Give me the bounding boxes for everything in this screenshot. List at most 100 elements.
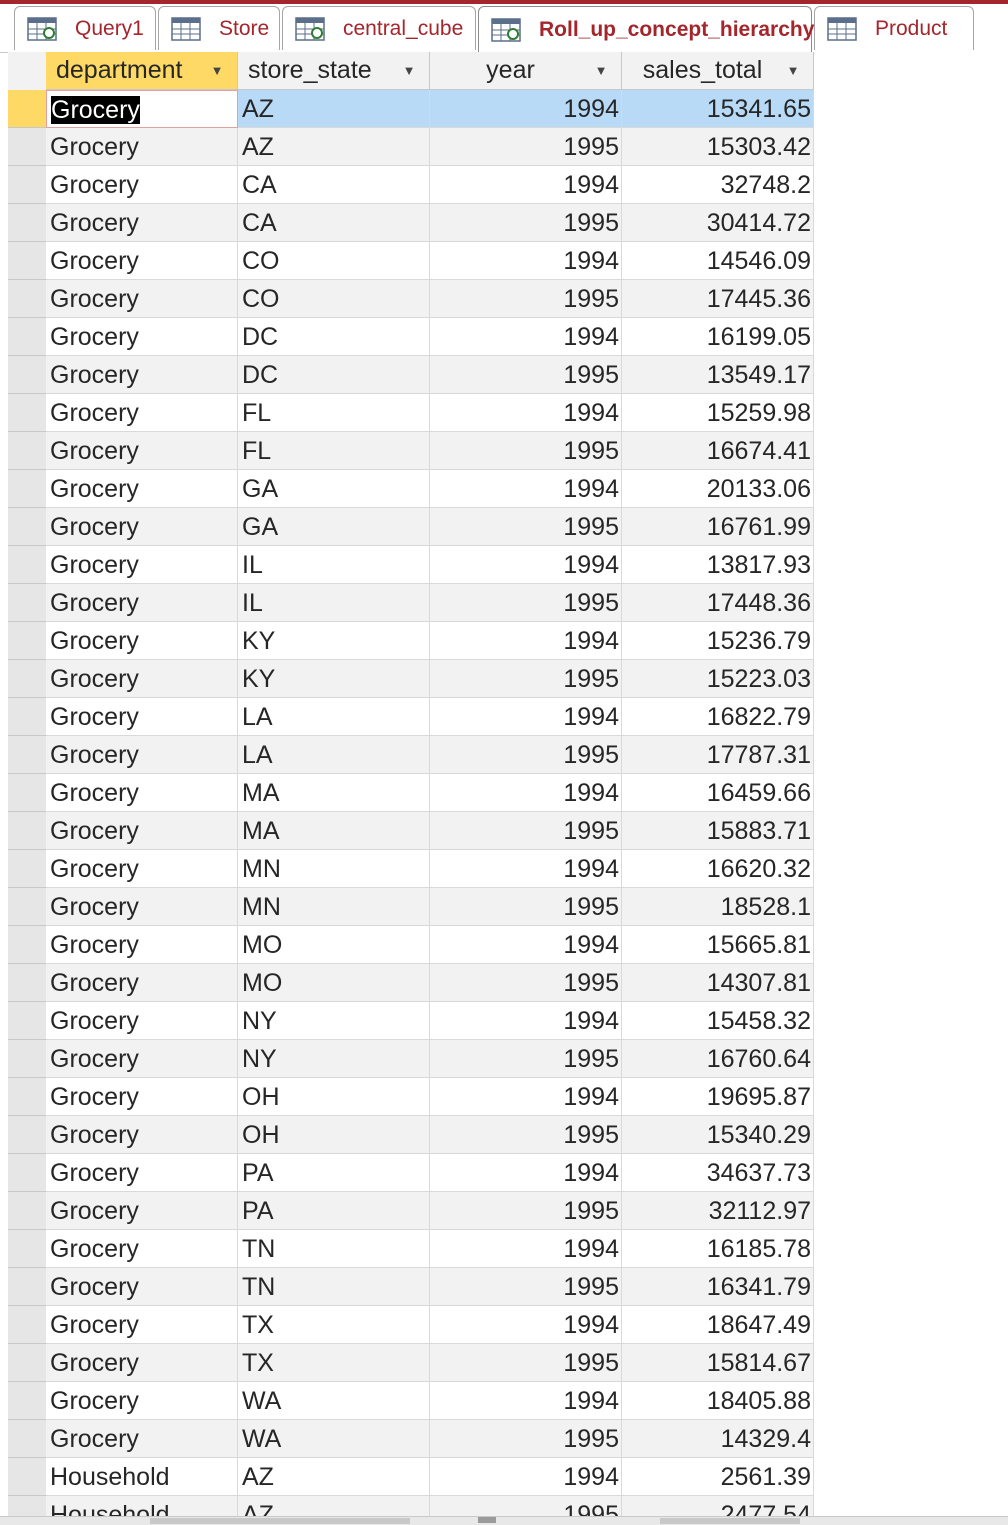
table-row[interactable]: Grocery WA 1994 18405.88	[46, 1382, 816, 1420]
cell-department[interactable]: Grocery	[46, 1192, 238, 1230]
cell-year[interactable]: 1994	[430, 1154, 622, 1192]
cell-sales-total[interactable]: 14307.81	[622, 964, 814, 1002]
cell-sales-total[interactable]: 16199.05	[622, 318, 814, 356]
table-row[interactable]: Grocery DC 1994 16199.05	[46, 318, 816, 356]
record-selector[interactable]	[8, 546, 46, 584]
cell-sales-total[interactable]: 16459.66	[622, 774, 814, 812]
record-selector[interactable]	[8, 1002, 46, 1040]
column-header-store-state[interactable]: store_state ▼	[238, 52, 430, 90]
table-row[interactable]: Grocery IL 1995 17448.36	[46, 584, 816, 622]
table-row[interactable]: Grocery DC 1995 13549.17	[46, 356, 816, 394]
record-selector[interactable]	[8, 280, 46, 318]
cell-department[interactable]: Grocery	[46, 1344, 238, 1382]
record-selector[interactable]	[8, 1382, 46, 1420]
cell-store-state[interactable]: WA	[238, 1382, 430, 1420]
record-selector[interactable]	[8, 508, 46, 546]
cell-year[interactable]: 1995	[430, 432, 622, 470]
cell-year[interactable]: 1995	[430, 1040, 622, 1078]
table-row[interactable]: Grocery AZ 1995 15303.42	[46, 128, 816, 166]
cell-sales-total[interactable]: 16760.64	[622, 1040, 814, 1078]
cell-store-state[interactable]: TN	[238, 1268, 430, 1306]
cell-department[interactable]: Grocery	[46, 622, 238, 660]
record-selector[interactable]	[8, 1496, 46, 1518]
table-row[interactable]: Grocery OH 1995 15340.29	[46, 1116, 816, 1154]
cell-year[interactable]: 1994	[430, 166, 622, 204]
dropdown-arrow-icon[interactable]: ▼	[594, 63, 608, 78]
cell-department[interactable]: Grocery	[46, 90, 238, 128]
cell-store-state[interactable]: PA	[238, 1154, 430, 1192]
cell-store-state[interactable]: MN	[238, 850, 430, 888]
cell-year[interactable]: 1994	[430, 470, 622, 508]
cell-sales-total[interactable]: 16341.79	[622, 1268, 814, 1306]
scrollbar-thumb[interactable]	[150, 1518, 410, 1524]
table-row[interactable]: Grocery NY 1994 15458.32	[46, 1002, 816, 1040]
table-row[interactable]: Grocery KY 1995 15223.03	[46, 660, 816, 698]
cell-store-state[interactable]: OH	[238, 1078, 430, 1116]
cell-year[interactable]: 1995	[430, 1192, 622, 1230]
cell-department[interactable]: Grocery	[46, 1230, 238, 1268]
cell-sales-total[interactable]: 16761.99	[622, 508, 814, 546]
table-row[interactable]: Grocery NY 1995 16760.64	[46, 1040, 816, 1078]
cell-department[interactable]: Grocery	[46, 1268, 238, 1306]
record-selector[interactable]	[8, 204, 46, 242]
table-row[interactable]: Grocery LA 1994 16822.79	[46, 698, 816, 736]
cell-year[interactable]: 1994	[430, 242, 622, 280]
cell-department[interactable]: Grocery	[46, 1154, 238, 1192]
cell-department[interactable]: Grocery	[46, 356, 238, 394]
cell-year[interactable]: 1995	[430, 964, 622, 1002]
record-selector[interactable]	[8, 888, 46, 926]
cell-year[interactable]: 1994	[430, 1230, 622, 1268]
record-selector[interactable]	[8, 394, 46, 432]
cell-department[interactable]: Grocery	[46, 1420, 238, 1458]
table-row[interactable]: Grocery CO 1994 14546.09	[46, 242, 816, 280]
tab-product[interactable]: Product	[814, 6, 974, 50]
cell-year[interactable]: 1994	[430, 698, 622, 736]
cell-store-state[interactable]: FL	[238, 394, 430, 432]
tab-central-cube[interactable]: central_cube	[282, 6, 476, 50]
table-row[interactable]: Grocery TX 1994 18647.49	[46, 1306, 816, 1344]
table-row[interactable]: Grocery MA 1994 16459.66	[46, 774, 816, 812]
cell-store-state[interactable]: TX	[238, 1306, 430, 1344]
record-selector[interactable]	[8, 128, 46, 166]
cell-sales-total[interactable]: 15341.65	[622, 90, 814, 128]
cell-store-state[interactable]: CO	[238, 280, 430, 318]
select-all-corner[interactable]	[8, 52, 46, 91]
cell-year[interactable]: 1995	[430, 508, 622, 546]
cell-department[interactable]: Grocery	[46, 774, 238, 812]
cell-year[interactable]: 1995	[430, 1496, 622, 1518]
cell-department[interactable]: Grocery	[46, 1078, 238, 1116]
cell-department[interactable]: Grocery	[46, 166, 238, 204]
table-row[interactable]: Grocery GA 1995 16761.99	[46, 508, 816, 546]
cell-sales-total[interactable]: 19695.87	[622, 1078, 814, 1116]
record-selector[interactable]	[8, 736, 46, 774]
dropdown-arrow-icon[interactable]: ▼	[402, 63, 416, 78]
cell-sales-total[interactable]: 13549.17	[622, 356, 814, 394]
cell-department[interactable]: Grocery	[46, 470, 238, 508]
record-selector[interactable]	[8, 1344, 46, 1382]
table-row[interactable]: Grocery MA 1995 15883.71	[46, 812, 816, 850]
cell-year[interactable]: 1995	[430, 584, 622, 622]
record-selector[interactable]	[8, 90, 46, 128]
cell-year[interactable]: 1995	[430, 1420, 622, 1458]
table-row[interactable]: Grocery MO 1994 15665.81	[46, 926, 816, 964]
record-selector[interactable]	[8, 774, 46, 812]
table-row[interactable]: Grocery FL 1994 15259.98	[46, 394, 816, 432]
record-selector[interactable]	[8, 1192, 46, 1230]
cell-sales-total[interactable]: 17448.36	[622, 584, 814, 622]
cell-sales-total[interactable]: 32748.2	[622, 166, 814, 204]
cell-store-state[interactable]: KY	[238, 622, 430, 660]
cell-store-state[interactable]: DC	[238, 318, 430, 356]
cell-year[interactable]: 1994	[430, 1458, 622, 1496]
cell-year[interactable]: 1995	[430, 356, 622, 394]
record-selector[interactable]	[8, 660, 46, 698]
cell-sales-total[interactable]: 15458.32	[622, 1002, 814, 1040]
record-selector[interactable]	[8, 166, 46, 204]
cell-sales-total[interactable]: 15665.81	[622, 926, 814, 964]
cell-store-state[interactable]: NY	[238, 1040, 430, 1078]
cell-year[interactable]: 1995	[430, 128, 622, 166]
table-row[interactable]: Grocery MO 1995 14307.81	[46, 964, 816, 1002]
cell-sales-total[interactable]: 17445.36	[622, 280, 814, 318]
table-row[interactable]: Household AZ 1994 2561.39	[46, 1458, 816, 1496]
cell-sales-total[interactable]: 15236.79	[622, 622, 814, 660]
cell-sales-total[interactable]: 16620.32	[622, 850, 814, 888]
